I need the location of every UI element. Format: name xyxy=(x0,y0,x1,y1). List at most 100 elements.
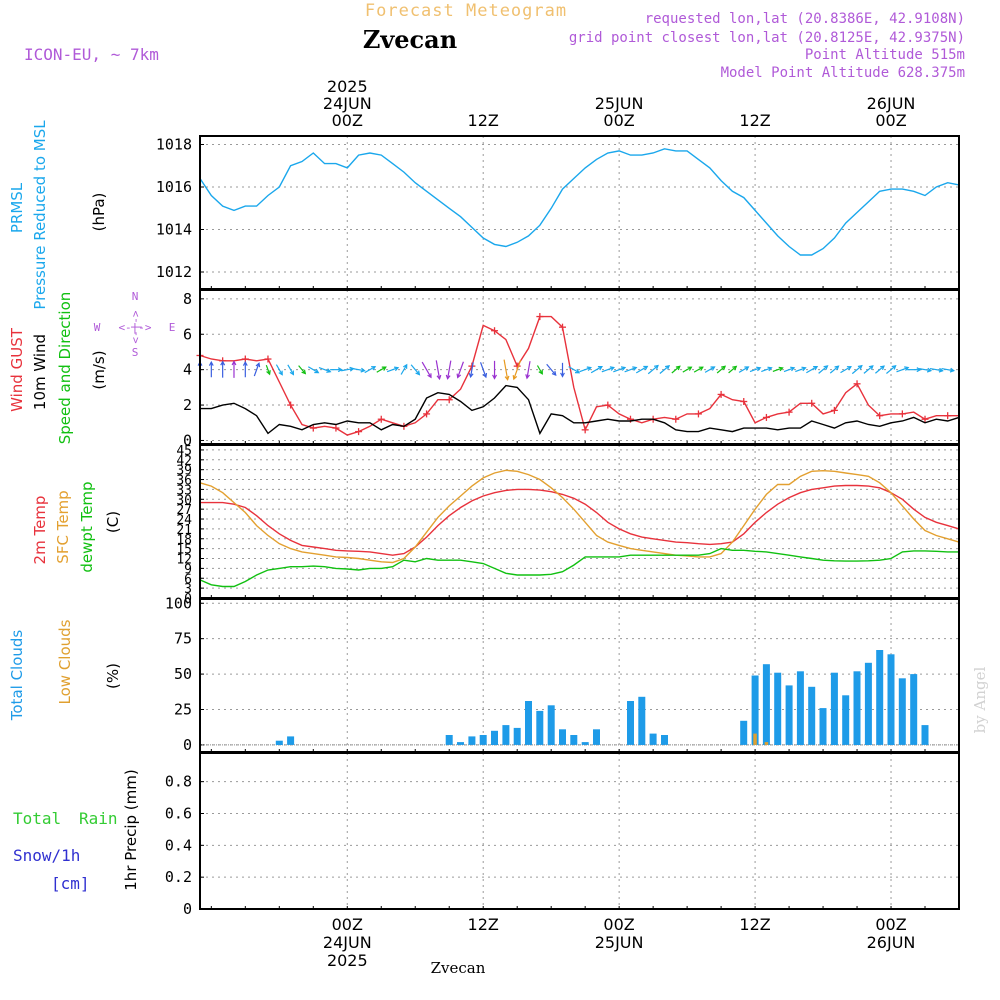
wind-arrow xyxy=(546,363,557,376)
wind-10m-label: 10m Wind xyxy=(31,334,49,410)
total-cloud-bar xyxy=(796,671,804,745)
temp-dewpt-label: dewpt Temp xyxy=(78,481,96,572)
wind-arrow xyxy=(851,365,863,375)
wind-arrow xyxy=(536,365,543,375)
requested-coordinates: requested lon,lat (20.8386E, 42.9108N) xyxy=(645,11,965,27)
wind-arrow xyxy=(376,366,387,373)
model-point-altitude: Model Point Altitude 628.375m xyxy=(721,65,965,81)
wind-arrow-head xyxy=(525,374,530,380)
wind-arrow xyxy=(287,364,294,375)
station-name: Zvecan xyxy=(363,25,457,54)
wind-arrow-head xyxy=(632,366,638,371)
wind-arrow xyxy=(840,366,852,374)
y-tick-label: 12 xyxy=(176,553,192,568)
compass-rose-icon: N S W E <-|-> <-|-> xyxy=(94,290,176,359)
wind-arrow xyxy=(307,366,319,374)
wind-arrow-head xyxy=(551,370,557,376)
wind-arrow xyxy=(829,365,839,374)
wind-arrow-head xyxy=(868,365,874,370)
total-cloud-bar xyxy=(638,696,646,745)
wind-arrow-head xyxy=(801,366,807,372)
wind-arrow-head xyxy=(675,365,681,371)
wind-arrow xyxy=(613,366,626,373)
wind-arrow xyxy=(749,367,761,373)
y-tick-label: 0.8 xyxy=(165,773,192,791)
wind-arrow-head xyxy=(916,367,922,373)
wind-arrow xyxy=(738,366,749,373)
wind-arrow-head xyxy=(278,370,283,376)
y-tick-label: 36 xyxy=(176,474,192,489)
wind-arrow xyxy=(503,359,509,380)
wind-arrow-head xyxy=(949,367,956,373)
wind-arrow-head xyxy=(574,368,581,374)
y-tick-label: 21 xyxy=(176,523,192,538)
low-cloud-bar xyxy=(764,742,769,745)
wind-arrow-head xyxy=(371,366,377,371)
wind-arrow xyxy=(795,367,806,373)
wind-arrow-head xyxy=(436,374,442,381)
total-cloud-bar xyxy=(740,720,748,745)
total-cloud-bar xyxy=(898,678,906,745)
wind-arrow xyxy=(896,366,909,373)
time-axis-bottom: 00Z24JUN202512Z00Z25JUN12Z00Z26JUN12Z xyxy=(323,915,916,970)
time-label-bottom: 26JUN xyxy=(867,933,916,952)
wind-arrow-head xyxy=(538,369,543,375)
credit-watermark: by Angel xyxy=(971,666,989,733)
wind-arrow-head xyxy=(710,366,716,371)
total-clouds-label: Total Clouds xyxy=(8,630,26,722)
total-cloud-bar xyxy=(910,674,918,745)
y-tick-label: 0 xyxy=(183,900,192,918)
panel-frame xyxy=(199,135,960,290)
compass-n: N xyxy=(132,290,139,303)
pressure-unit: (hPa) xyxy=(90,193,108,232)
wind-arrow-head xyxy=(456,373,462,379)
time-label-bottom: 24JUN xyxy=(323,933,372,952)
wind-arrow-head xyxy=(620,366,627,371)
wind-arrow xyxy=(659,365,670,374)
total-cloud-bar xyxy=(853,671,861,745)
total-cloud-bar xyxy=(536,710,544,745)
total-cloud-bar xyxy=(513,727,521,745)
wind-arrow xyxy=(693,366,704,373)
y-tick-label: 2 xyxy=(183,396,192,414)
series-line-prmsl xyxy=(199,148,960,256)
wind-arrow-head xyxy=(301,369,307,375)
y-tick-label: 6 xyxy=(184,572,192,587)
wind-arrow-head xyxy=(813,366,819,371)
time-label-bottom: 00Z xyxy=(603,915,634,934)
total-cloud-bar xyxy=(593,729,600,745)
wind-arrow xyxy=(364,366,376,374)
y-tick-label: 25 xyxy=(174,701,192,719)
total-cloud-bar xyxy=(502,725,510,745)
y-tick-label: 15 xyxy=(176,543,192,558)
time-label-top: 2025 xyxy=(327,77,368,96)
low-cloud-bar xyxy=(753,733,757,745)
y-tick-label: 3 xyxy=(184,582,192,597)
footer-station: Zvecan xyxy=(431,959,486,977)
y-tick-label: 33 xyxy=(176,483,192,498)
wind-arrow xyxy=(447,360,452,379)
wind-arrow-head xyxy=(326,368,332,373)
wind-arrow xyxy=(579,367,592,373)
time-label-bottom: 2025 xyxy=(327,951,368,970)
time-label-top: 24JUN xyxy=(323,94,372,113)
total-cloud-bar xyxy=(287,736,295,745)
wind-arrow xyxy=(886,365,897,374)
y-tick-label: 39 xyxy=(176,464,192,479)
compass-s: S xyxy=(132,346,139,359)
wind-arrow-head xyxy=(314,368,320,374)
wind-arrow-head xyxy=(857,364,863,370)
wind-arrow-head xyxy=(664,364,671,370)
wind-arrow-head xyxy=(846,366,852,371)
chart-title: Forecast Meteogram xyxy=(365,1,567,21)
total-cloud-bar xyxy=(559,729,566,745)
time-label-bottom: 00Z xyxy=(875,915,906,934)
y-tick-label: 24 xyxy=(176,513,192,528)
total-cloud-bar xyxy=(887,654,895,745)
wind-arrow-head xyxy=(609,366,615,371)
total-cloud-bar xyxy=(479,735,487,745)
wind-arrow xyxy=(386,367,399,373)
y-tick-label: 6 xyxy=(183,325,192,343)
wind-arrow-head xyxy=(560,372,565,378)
